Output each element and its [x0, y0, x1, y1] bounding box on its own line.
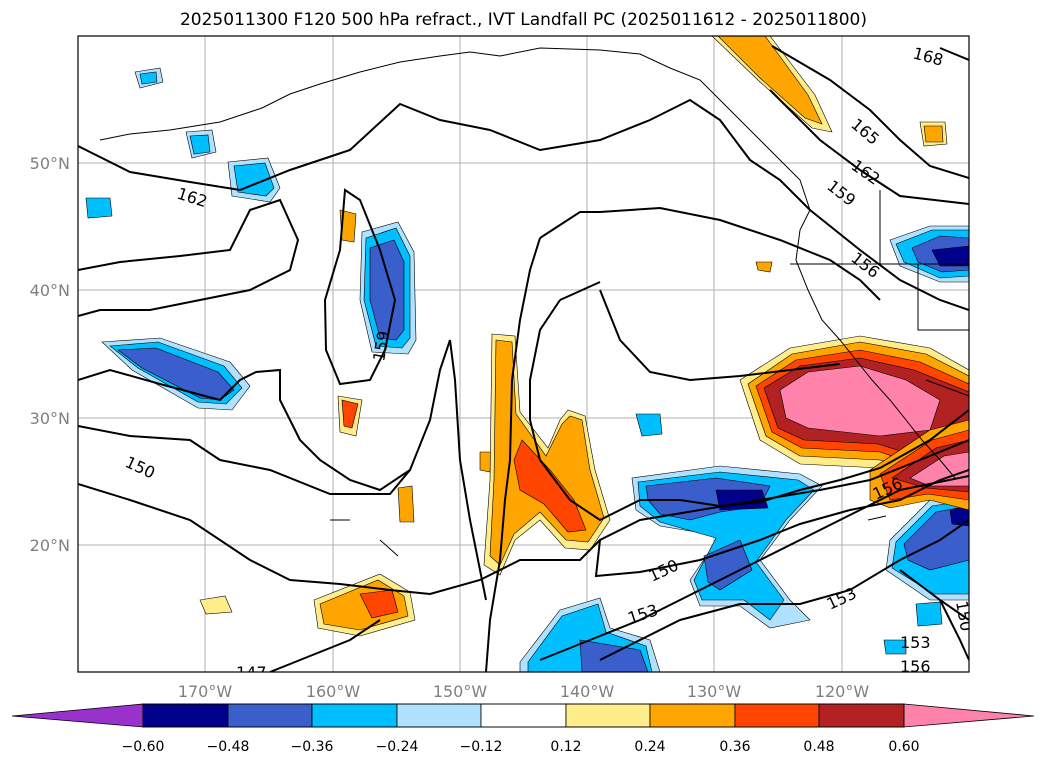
colorbar: [11, 703, 1035, 728]
colorbar-tick-label: −0.48: [207, 739, 250, 755]
colorbar-tick-label: −0.12: [460, 739, 503, 755]
colorbar-tick-label: −0.60: [122, 739, 165, 755]
colorbar-segment: [649, 703, 736, 728]
colorbar-segment: [818, 703, 905, 728]
latitude-labels: 50°N 40°N 30°N 20°N: [30, 154, 70, 555]
lon-label: 120°W: [815, 682, 870, 701]
lon-label: 140°W: [560, 682, 615, 701]
lat-label: 40°N: [30, 281, 70, 300]
contour-label: 153: [900, 633, 931, 652]
colorbar-tick-label: 0.36: [719, 739, 750, 755]
lat-label: 50°N: [30, 154, 70, 173]
map-border: [77, 35, 970, 673]
colorbar-segment: [311, 703, 398, 728]
lat-label: 20°N: [30, 536, 70, 555]
colorbar-segment: [227, 703, 313, 728]
colorbar-tick-labels: −0.60 −0.48 −0.36 −0.24 −0.12 0.12 0.24 …: [122, 739, 920, 755]
contour-label: 150: [952, 599, 976, 632]
colorbar-segment: [734, 703, 820, 728]
colorbar-tick-label: −0.24: [376, 739, 419, 755]
longitude-labels: 170°W 160°W 150°W 140°W 130°W 120°W: [178, 682, 870, 701]
colorbar-segment: [142, 703, 229, 728]
lon-label: 150°W: [433, 682, 488, 701]
lat-label: 30°N: [30, 409, 70, 428]
lon-label: 160°W: [306, 682, 361, 701]
colorbar-segment: [396, 703, 482, 728]
colorbar-extend-max: [903, 703, 1035, 728]
contour-label: 156: [900, 657, 931, 676]
contour-label: 147: [236, 663, 267, 682]
plot-title: 2025011300 F120 500 hPa refract., IVT La…: [179, 10, 867, 30]
colorbar-tick-label: −0.36: [291, 739, 334, 755]
contour-lines: [78, 45, 969, 672]
colorbar-tick-label: 0.60: [888, 739, 919, 755]
colorbar-segment: [565, 703, 651, 728]
colorbar-extend-min: [11, 703, 144, 728]
colorbar-tick-label: 0.12: [550, 739, 581, 755]
lon-label: 170°W: [178, 682, 233, 701]
colorbar-tick-label: 0.24: [634, 739, 665, 755]
colorbar-tick-label: 0.48: [803, 739, 834, 755]
lon-label: 130°W: [687, 682, 742, 701]
colorbar-segment: [480, 703, 567, 728]
